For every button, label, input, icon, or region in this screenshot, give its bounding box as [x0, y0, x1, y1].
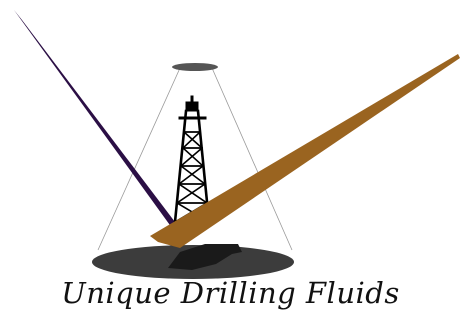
gold-beam — [150, 54, 460, 248]
company-name: Unique Drilling Fluids — [61, 276, 400, 310]
light-cone — [97, 67, 293, 251]
purple-beam — [14, 10, 178, 228]
lamp-disc — [172, 63, 218, 71]
ground-shadow — [168, 244, 242, 270]
derrick-icon — [173, 95, 211, 224]
